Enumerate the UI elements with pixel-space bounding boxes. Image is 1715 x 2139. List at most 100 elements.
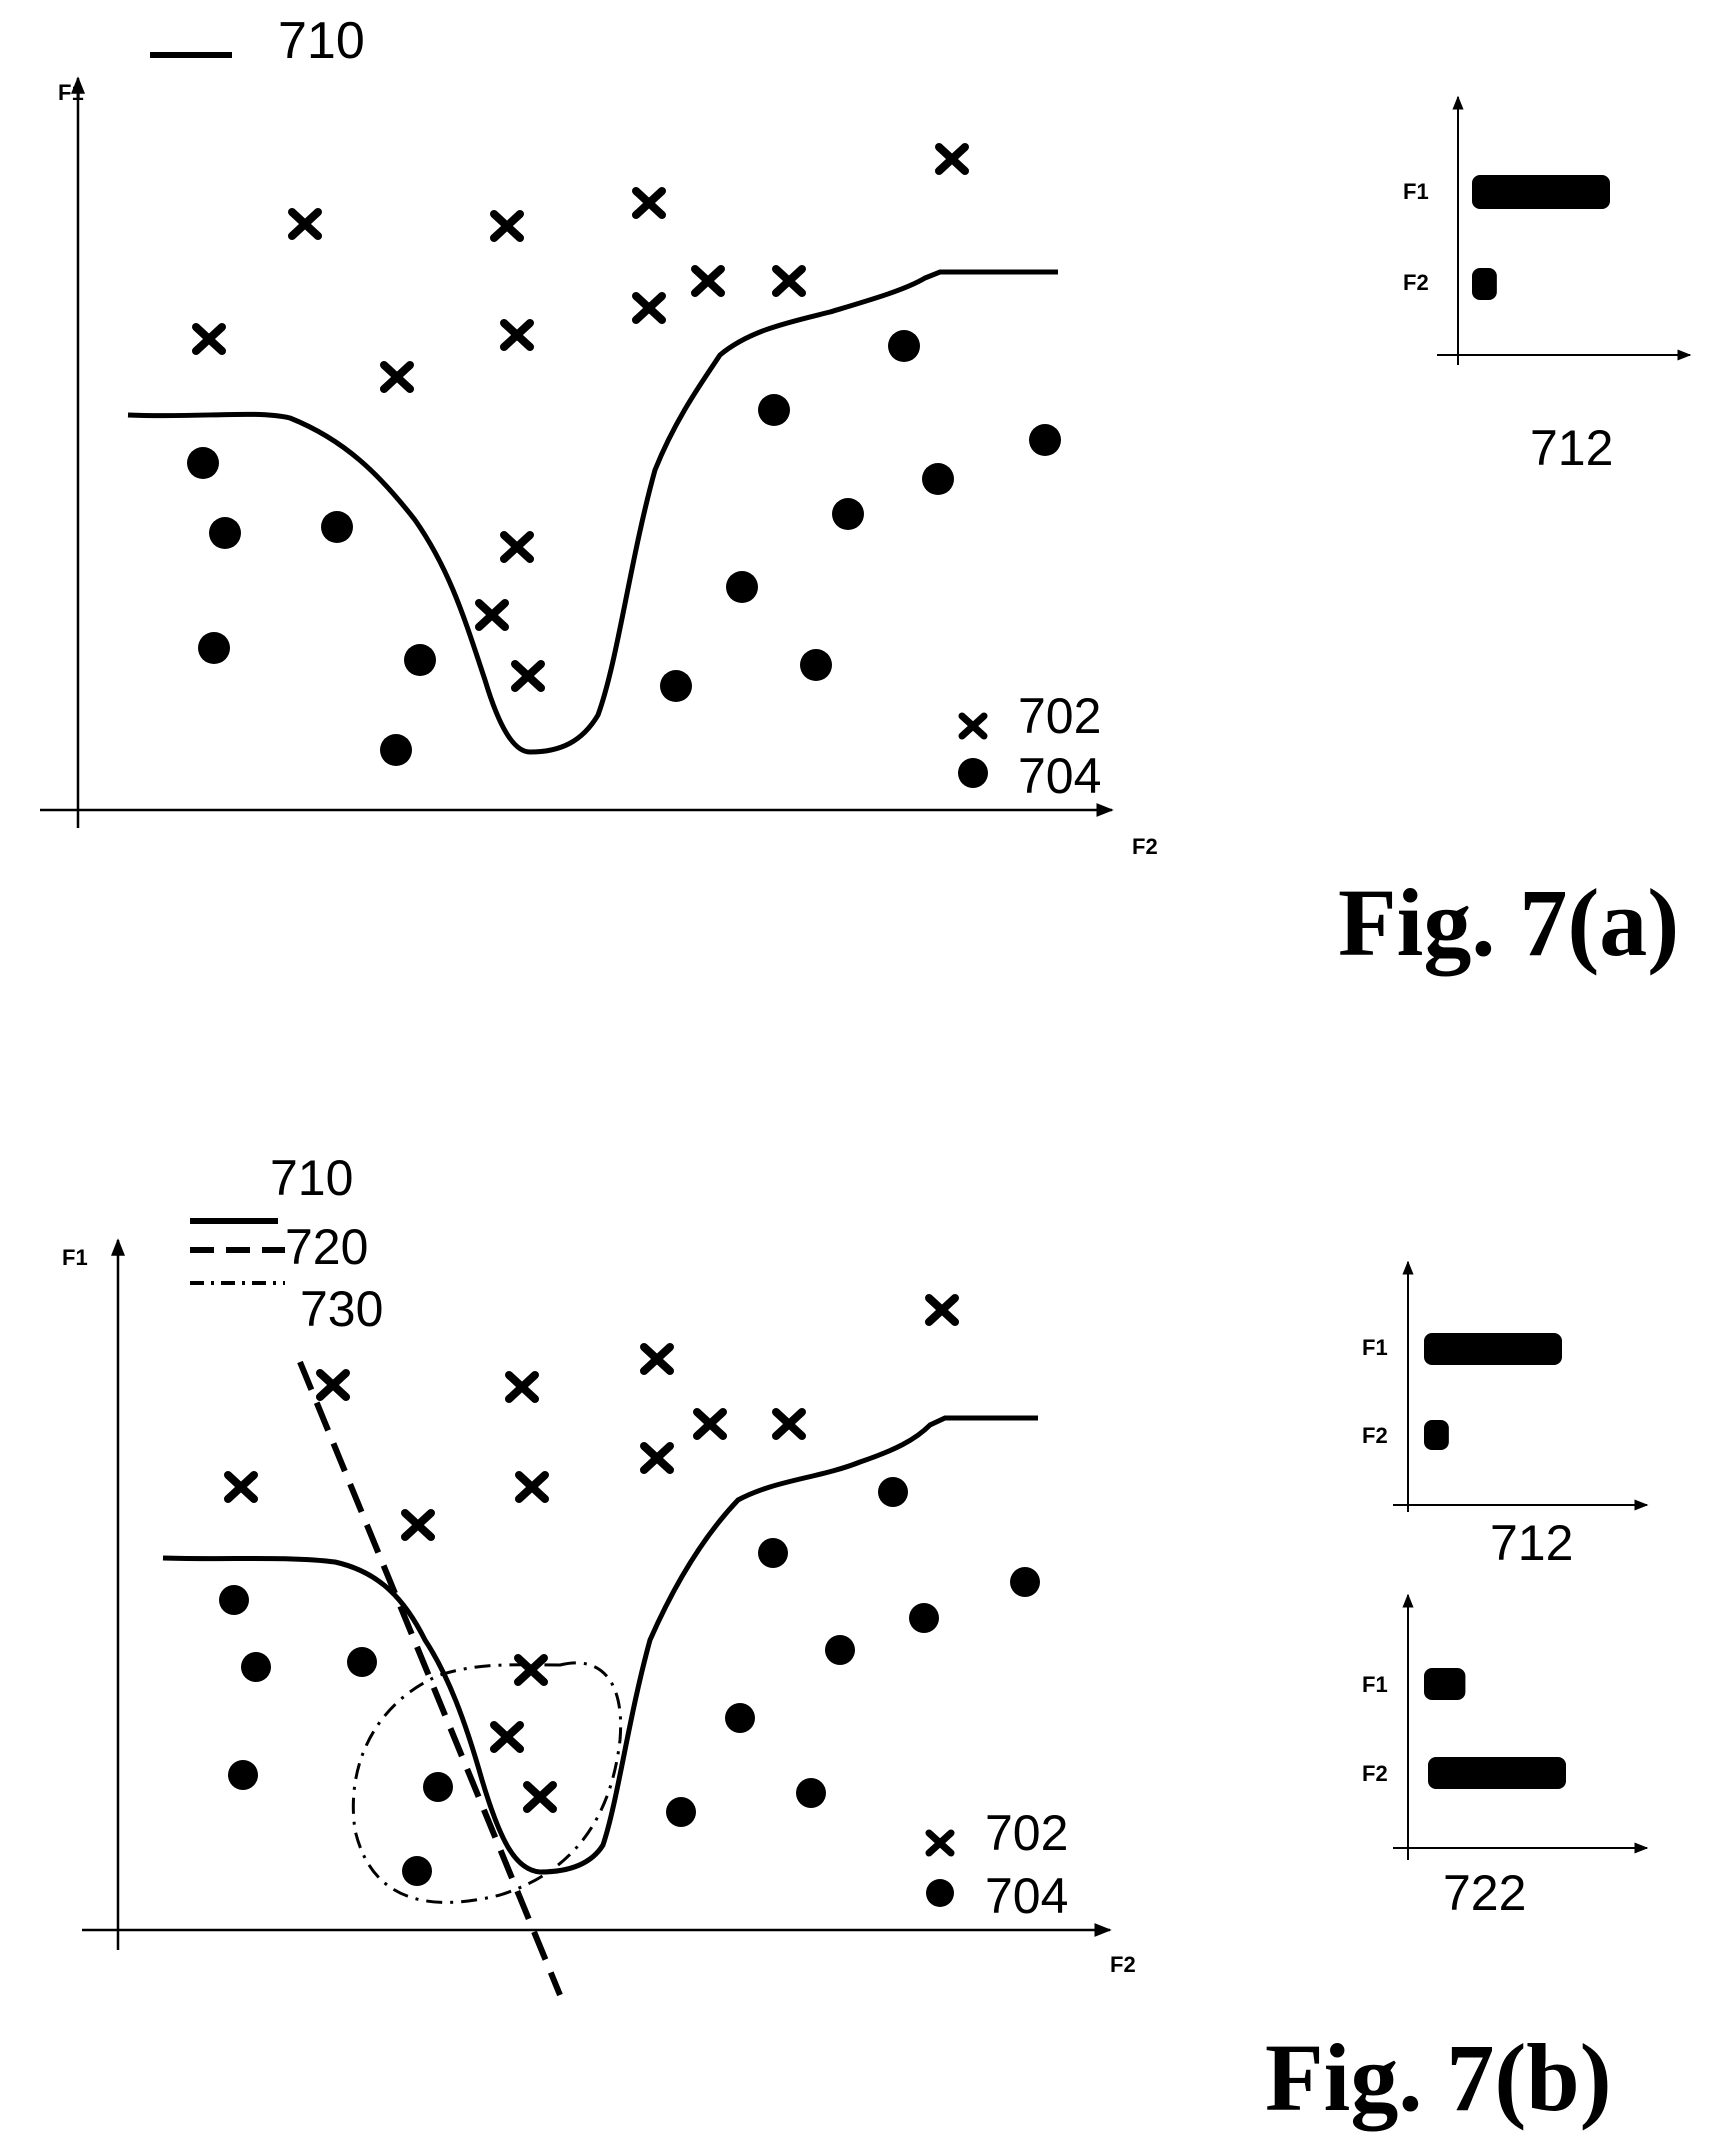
dot-marker bbox=[909, 1603, 939, 1633]
cross-marker bbox=[693, 1408, 727, 1440]
legend-label-704: 704 bbox=[1018, 748, 1101, 804]
inset-bar-label-f2: F2 bbox=[1403, 270, 1429, 295]
y-axis-label: F1 bbox=[62, 1245, 88, 1270]
inset-712: F1 F2 712 bbox=[1362, 1260, 1649, 1571]
cross-marker bbox=[401, 1509, 435, 1541]
cross-marker bbox=[500, 531, 534, 563]
inset-bar-label-f2: F2 bbox=[1362, 1423, 1388, 1448]
figure-7b: 710 720 730 F1 F2 bbox=[62, 1150, 1649, 2131]
cross-marker bbox=[500, 319, 534, 351]
dot-marker bbox=[800, 649, 832, 681]
cross-marker bbox=[772, 1408, 806, 1440]
cross-marker bbox=[640, 1343, 674, 1375]
dot-marker bbox=[404, 644, 436, 676]
cross-marker bbox=[511, 660, 545, 692]
dot-marker bbox=[878, 1477, 908, 1507]
dot-marker bbox=[187, 447, 219, 479]
figure-caption-7a: Fig. 7(a) bbox=[1338, 869, 1679, 976]
inset-bar-f1 bbox=[1424, 1668, 1466, 1700]
x-axis-label: F2 bbox=[1110, 1952, 1136, 1977]
inset-bar-f2 bbox=[1428, 1757, 1566, 1789]
decision-boundary-720 bbox=[297, 1360, 563, 1997]
inset-bar-f2 bbox=[1424, 1420, 1449, 1450]
cross-marker bbox=[772, 265, 806, 297]
dot-marker bbox=[758, 1538, 788, 1568]
cross-marker bbox=[632, 292, 666, 324]
legend-label-710: 710 bbox=[270, 1150, 353, 1206]
dot-marker bbox=[321, 511, 353, 543]
legend-label-702: 702 bbox=[1018, 688, 1101, 744]
inset-bar-f1 bbox=[1424, 1333, 1562, 1365]
class-704-dots bbox=[219, 1477, 1040, 1886]
dot-marker bbox=[1010, 1567, 1040, 1597]
x-axis-label: F2 bbox=[1132, 834, 1158, 859]
dot-marker bbox=[832, 498, 864, 530]
figure-7a: 710 F1 F2 bbox=[40, 12, 1692, 976]
class-702-crosses bbox=[224, 1294, 959, 1813]
dot-marker bbox=[347, 1647, 377, 1677]
cross-marker bbox=[475, 599, 509, 631]
decision-boundary-710 bbox=[127, 269, 1058, 755]
cross-marker bbox=[523, 1781, 557, 1813]
class-702-crosses bbox=[192, 143, 969, 692]
dot-marker bbox=[666, 1797, 696, 1827]
inset-bar-label-f1: F1 bbox=[1362, 1672, 1388, 1697]
dot-marker bbox=[198, 632, 230, 664]
decision-boundary-710 bbox=[162, 1415, 1038, 1875]
dot-marker bbox=[888, 330, 920, 362]
figure-caption-7b: Fig. 7(b) bbox=[1265, 2024, 1612, 2131]
legend-dot-icon bbox=[926, 1879, 954, 1907]
dot-marker bbox=[219, 1585, 249, 1615]
inset-label-712: 712 bbox=[1530, 420, 1613, 476]
legend-cross-icon bbox=[958, 712, 988, 740]
dot-marker bbox=[922, 463, 954, 495]
cross-marker bbox=[515, 1471, 549, 1503]
inset-label-712: 712 bbox=[1490, 1515, 1573, 1571]
cross-marker bbox=[935, 143, 969, 175]
cross-marker bbox=[490, 1721, 524, 1753]
legend-label-720: 720 bbox=[285, 1219, 368, 1275]
inset-bar-label-f1: F1 bbox=[1362, 1335, 1388, 1360]
legend-label-702: 702 bbox=[985, 1805, 1068, 1861]
dot-marker bbox=[758, 394, 790, 426]
dot-marker bbox=[825, 1635, 855, 1665]
dot-marker bbox=[228, 1760, 258, 1790]
inset-722: F1 F2 722 bbox=[1362, 1593, 1649, 1921]
inset-712: F1 F2 712 bbox=[1403, 95, 1692, 476]
dot-marker bbox=[241, 1652, 271, 1682]
cross-marker bbox=[925, 1294, 959, 1326]
dot-marker bbox=[660, 670, 692, 702]
class-704-dots bbox=[187, 330, 1061, 766]
cross-marker bbox=[380, 361, 414, 393]
cross-marker bbox=[224, 1471, 258, 1503]
inset-bar-f1 bbox=[1472, 175, 1610, 209]
dot-marker bbox=[726, 571, 758, 603]
cross-marker bbox=[192, 323, 226, 355]
inset-label-722: 722 bbox=[1443, 1865, 1526, 1921]
inset-bar-label-f1: F1 bbox=[1403, 179, 1429, 204]
cross-marker bbox=[691, 265, 725, 297]
cross-marker bbox=[632, 187, 666, 219]
cross-marker bbox=[640, 1442, 674, 1474]
cross-marker bbox=[490, 210, 524, 242]
cross-marker bbox=[316, 1369, 350, 1401]
dot-marker bbox=[796, 1778, 826, 1808]
cross-marker bbox=[288, 208, 322, 240]
legend-dot-icon bbox=[958, 758, 988, 788]
inset-bar-label-f2: F2 bbox=[1362, 1761, 1388, 1786]
y-axis-label: F1 bbox=[58, 80, 84, 105]
cross-marker bbox=[505, 1371, 539, 1403]
dot-marker bbox=[423, 1772, 453, 1802]
dot-marker bbox=[209, 517, 241, 549]
cross-marker bbox=[514, 1654, 548, 1686]
legend-label-704: 704 bbox=[985, 1868, 1068, 1924]
dot-marker bbox=[1029, 424, 1061, 456]
local-region-730 bbox=[351, 1661, 623, 1904]
dot-marker bbox=[725, 1703, 755, 1733]
dot-marker bbox=[402, 1856, 432, 1886]
inset-bar-f2 bbox=[1472, 268, 1497, 300]
legend-label-710: 710 bbox=[278, 12, 365, 70]
legend-cross-icon bbox=[925, 1829, 955, 1857]
dot-marker bbox=[380, 734, 412, 766]
